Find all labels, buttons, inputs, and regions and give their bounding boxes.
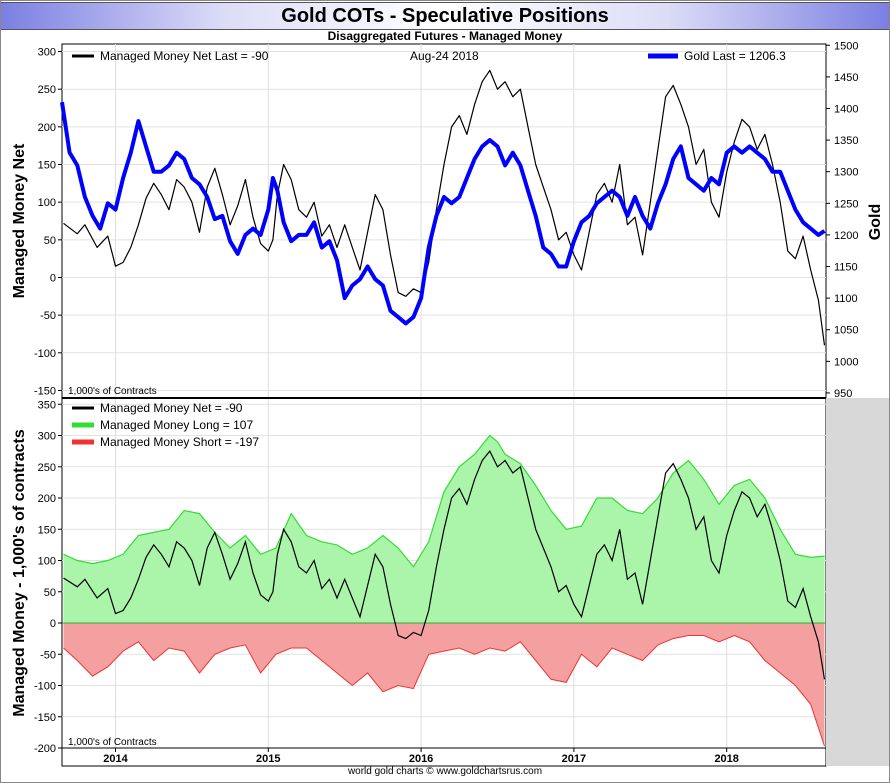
bottom-left-tick-label: 250 [38,462,56,474]
legend-long-label: Managed Money Long = 107 [100,418,253,432]
top-left-tick-label: 100 [38,197,56,209]
legend-bottom-net-label: Managed Money Net = -90 [100,401,243,415]
top-right-tick-label: 1300 [834,167,858,179]
managed-money-net-line [63,69,826,346]
top-unit-note: 1,000's of Contracts [68,386,157,397]
top-left-tick-label: 50 [44,235,56,247]
bottom-left-axis-title: Managed Money - 1,000's of contracts [11,429,28,717]
top-right-tick-label: 1200 [834,230,858,242]
bottom-unit-note: 1,000's of Contracts [68,737,157,748]
date-label: Aug-24 2018 [410,49,479,63]
top-right-tick-label: 1250 [834,198,858,210]
top-right-tick-label: 950 [834,388,852,400]
x-tick-label: 2016 [409,753,433,765]
top-left-tick-label: -50 [40,310,56,322]
top-left-tick-label: 200 [38,122,56,134]
top-right-tick-label: 1350 [834,135,858,147]
top-left-axis: 300 250 200 150 100 50 0 -50 -100 -150 [34,47,62,397]
x-axis: 2014 2015 2016 2017 2018 [103,748,739,765]
legend-gold-label: Gold Last = 1206.3 [684,49,786,63]
bottom-left-tick-label: -50 [40,649,56,661]
top-left-tick-label: 150 [38,160,56,172]
x-axis-band [61,747,827,767]
footer-credit: world gold charts © www.goldchartsrus.co… [347,766,543,777]
bottom-left-tick-label: -150 [34,712,56,724]
bottom-left-axis: 350 300 250 200 150 100 50 0 -50 -100 -150 -200 [34,399,62,755]
top-left-tick-label: 300 [38,47,56,59]
x-tick-label: 2014 [103,753,128,765]
x-tick-label: 2018 [714,753,738,765]
managed-money-short-area [63,623,825,747]
top-right-axis: 1500 1450 1400 1350 1300 1250 1200 1150 1100 1050… [826,40,858,400]
x-tick-label: 2017 [562,753,586,765]
top-left-tick-label: -150 [34,385,56,397]
chart-title: Gold COTs - Speculative Positions [0,2,890,30]
top-right-tick-label: 1500 [834,40,858,52]
bottom-left-tick-label: 350 [38,399,56,411]
chart-subtitle: Disaggregated Futures - Managed Money [327,29,563,43]
top-series [60,69,826,346]
bottom-left-tick-label: 100 [38,556,56,568]
managed-money-long-line [63,434,825,568]
bottom-left-tick-label: -200 [34,743,56,755]
top-right-tick-label: 1100 [834,293,858,305]
bottom-left-tick-label: 150 [38,524,56,536]
top-right-tick-label: 1000 [834,356,858,368]
bottom-left-tick-label: 0 [50,618,56,630]
bottom-left-tick-label: 300 [38,431,56,443]
bottom-managed-money-net-line [63,449,826,680]
top-right-axis-title: Gold [867,204,884,240]
top-left-tick-label: 250 [38,84,56,96]
bottom-series [62,434,826,747]
bottom-left-tick-label: 200 [38,493,56,505]
legend-net-label: Managed Money Net Last = -90 [100,49,269,63]
top-left-tick-label: 0 [50,272,56,284]
top-plot-area [61,43,827,399]
right-gray-strip [826,398,889,766]
bottom-left-tick-label: 50 [44,587,56,599]
managed-money-short-line [63,634,825,747]
top-right-tick-label: 1150 [834,262,858,274]
top-left-axis-title: Managed Money Net [11,143,28,298]
gold-price-line [60,101,826,326]
top-right-tick-label: 1450 [834,72,858,84]
x-tick-label: 2015 [256,753,280,765]
top-left-tick-label: -100 [34,348,56,360]
top-right-tick-label: 1400 [834,103,858,115]
legend-short-label: Managed Money Short = -197 [100,435,259,449]
bottom-left-tick-label: -100 [34,681,56,693]
top-right-tick-label: 1050 [834,325,858,337]
